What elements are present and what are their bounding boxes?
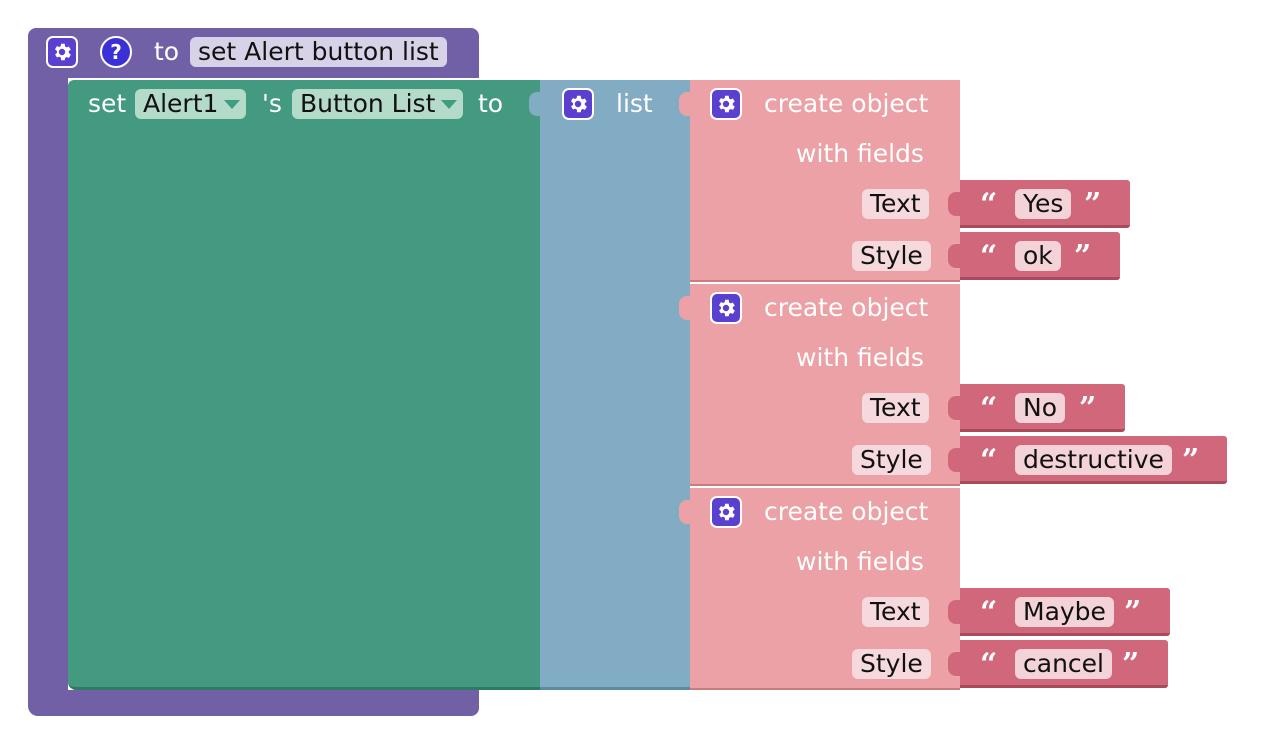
string-value-field[interactable]: Maybe bbox=[1015, 597, 1114, 627]
string-value-field[interactable]: destructive bbox=[1015, 445, 1172, 475]
gear-icon bbox=[55, 43, 71, 61]
object-gear-icon[interactable] bbox=[710, 88, 742, 120]
field-key: Text bbox=[862, 189, 929, 219]
create-object-label: create object bbox=[764, 293, 929, 322]
field-key: Text bbox=[862, 597, 929, 627]
string-value-field[interactable]: cancel bbox=[1015, 649, 1112, 679]
gear-icon bbox=[719, 503, 735, 521]
string-value-field[interactable]: ok bbox=[1015, 241, 1061, 271]
object-input-tab bbox=[679, 296, 693, 320]
component-dropdown-value: Alert1 bbox=[143, 89, 219, 118]
list-block[interactable] bbox=[540, 80, 690, 690]
close-quote-icon: ” bbox=[1079, 391, 1097, 426]
string-input-tab bbox=[948, 192, 962, 216]
property-dropdown[interactable]: Button List bbox=[292, 89, 464, 119]
field-key: Style bbox=[852, 649, 931, 679]
object-input-tab bbox=[679, 500, 693, 524]
list-label: list bbox=[616, 89, 653, 118]
string-input-tab bbox=[948, 448, 962, 472]
field-key: Style bbox=[852, 241, 931, 271]
close-quote-icon: ” bbox=[1084, 187, 1102, 222]
component-dropdown[interactable]: Alert1 bbox=[135, 89, 247, 119]
open-quote-icon: “ bbox=[980, 239, 998, 274]
string-value-field[interactable]: Yes bbox=[1015, 189, 1072, 219]
set-to-label: to bbox=[478, 89, 504, 118]
procedure-gear-icon[interactable] bbox=[46, 36, 78, 68]
list-gear-icon[interactable] bbox=[562, 88, 594, 120]
open-quote-icon: “ bbox=[980, 647, 998, 682]
string-value-field[interactable]: No bbox=[1015, 393, 1065, 423]
string-input-tab bbox=[948, 652, 962, 676]
set-label: set bbox=[88, 89, 127, 118]
chevron-down-icon bbox=[441, 99, 458, 109]
list-input-tab bbox=[529, 92, 543, 116]
help-icon[interactable]: ? bbox=[100, 36, 132, 68]
open-quote-icon: “ bbox=[980, 443, 998, 478]
close-quote-icon: ” bbox=[1182, 443, 1200, 478]
create-object-label: create object bbox=[764, 89, 929, 118]
set-block[interactable] bbox=[68, 80, 542, 690]
close-quote-icon: ” bbox=[1124, 595, 1142, 630]
string-input-tab bbox=[948, 244, 962, 268]
property-dropdown-value: Button List bbox=[300, 89, 436, 118]
procedure-to-label: to bbox=[154, 37, 180, 66]
gear-icon bbox=[719, 95, 735, 113]
string-input-tab bbox=[948, 396, 962, 420]
close-quote-icon: ” bbox=[1074, 239, 1092, 274]
close-quote-icon: ” bbox=[1122, 647, 1140, 682]
possessive-label: 's bbox=[262, 89, 282, 118]
gear-icon bbox=[571, 95, 587, 113]
object-gear-icon[interactable] bbox=[710, 292, 742, 324]
open-quote-icon: “ bbox=[980, 391, 998, 426]
open-quote-icon: “ bbox=[980, 187, 998, 222]
string-input-tab bbox=[948, 600, 962, 624]
field-key: Text bbox=[862, 393, 929, 423]
procedure-name-field[interactable]: set Alert button list bbox=[190, 37, 447, 67]
field-key: Style bbox=[852, 445, 931, 475]
object-gear-icon[interactable] bbox=[710, 496, 742, 528]
with-fields-label: with fields bbox=[796, 547, 924, 576]
text-string-block[interactable] bbox=[960, 640, 1168, 688]
chevron-down-icon bbox=[224, 99, 241, 109]
object-input-tab bbox=[679, 92, 693, 116]
with-fields-label: with fields bbox=[796, 343, 924, 372]
create-object-label: create object bbox=[764, 497, 929, 526]
with-fields-label: with fields bbox=[796, 139, 924, 168]
open-quote-icon: “ bbox=[980, 595, 998, 630]
gear-icon bbox=[719, 299, 735, 317]
